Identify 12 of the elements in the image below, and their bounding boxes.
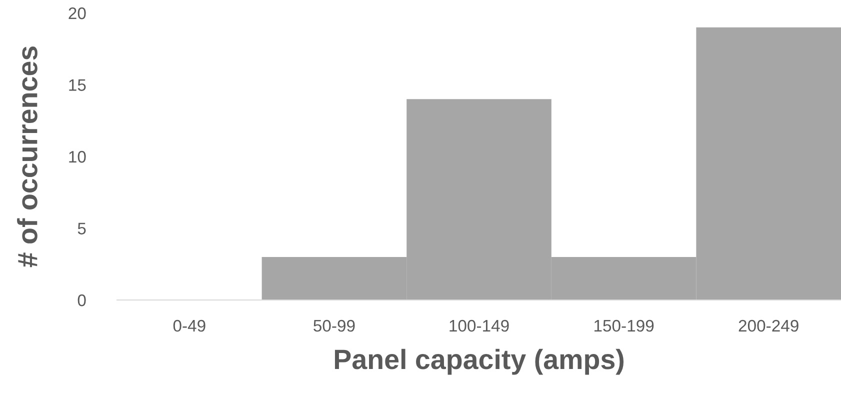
- x-tick-label: 0-49: [173, 320, 206, 332]
- y-tick-label: 0: [78, 294, 86, 306]
- x-axis-title: Panel capacity (amps): [334, 348, 624, 375]
- y-tick-label: 20: [68, 7, 86, 20]
- x-tick-label: 200-249: [738, 320, 798, 332]
- y-tick-label: 15: [69, 79, 86, 91]
- y-tick-label: 10: [69, 150, 86, 163]
- x-tick-label: 100-149: [450, 320, 509, 332]
- x-tick-label: 150-199: [594, 320, 654, 332]
- y-tick-label: 5: [78, 222, 86, 234]
- x-tick-label: 50-99: [314, 320, 355, 332]
- y-axis-title: # of occurrences: [17, 46, 38, 268]
